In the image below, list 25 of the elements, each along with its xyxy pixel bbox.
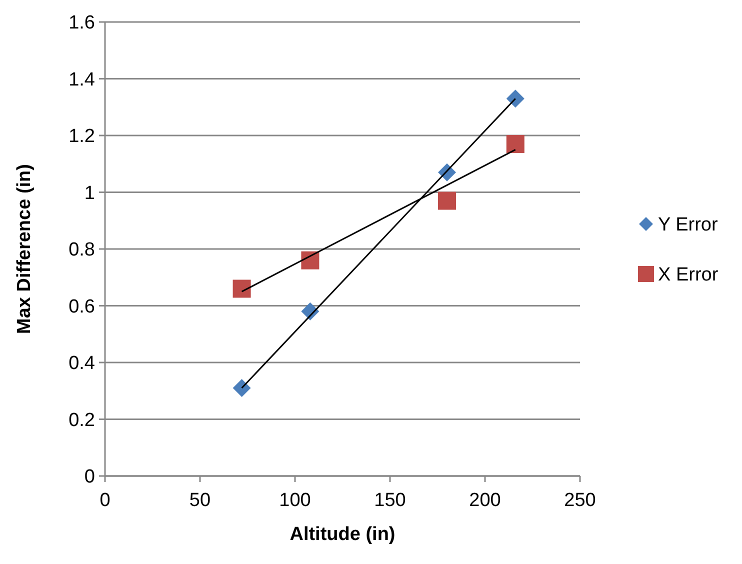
y-tick-label: 0.4: [68, 353, 96, 374]
point: [506, 90, 524, 108]
point: [506, 135, 524, 154]
y-tick-label: 1.2: [68, 126, 95, 148]
x-tick-label: 0: [100, 490, 110, 511]
x-tick-label: 250: [564, 490, 596, 511]
y-axis-title: Max Difference (in): [14, 164, 35, 334]
x-tick-label: 150: [374, 490, 406, 511]
y-tick-label: 0.2: [68, 410, 95, 431]
y-tick-label: 0: [84, 466, 95, 488]
y-tick-label: 0.6: [68, 296, 95, 318]
y-tick-label: 0.8: [68, 240, 95, 261]
x-axis-title: Altitude (in): [290, 524, 396, 545]
y-tick-label: 1.6: [68, 12, 95, 34]
legend-label: Y Error: [658, 214, 718, 236]
point: [232, 379, 251, 398]
point: [301, 251, 320, 270]
x-tick-label: 100: [279, 490, 311, 511]
x-tick-label: 50: [189, 490, 211, 511]
legend-label: X Error: [658, 264, 719, 286]
y-tick-label: 1: [84, 182, 95, 204]
y-tick-label: 1.4: [68, 69, 96, 90]
point: [232, 280, 251, 298]
x-tick-label: 200: [469, 490, 501, 511]
point: [438, 192, 456, 210]
